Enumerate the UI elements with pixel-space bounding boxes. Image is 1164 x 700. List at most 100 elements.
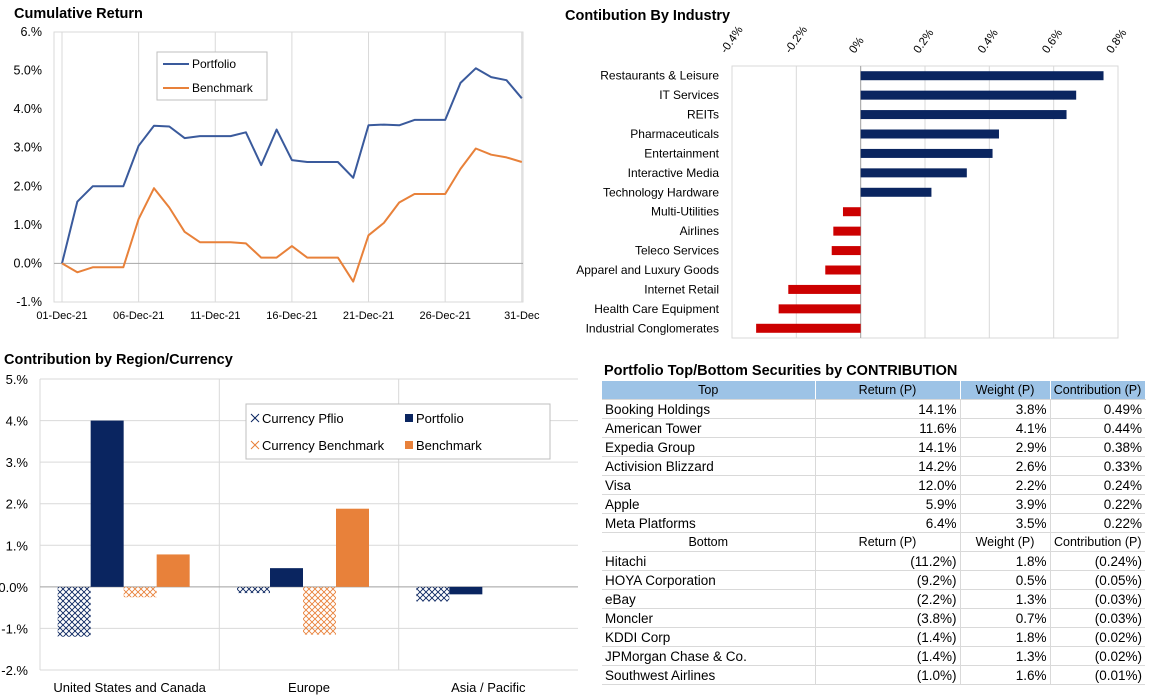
x-tick-label: -0.2% [783, 24, 810, 55]
return-cell: (3.8%) [815, 608, 961, 628]
security-name: Moncler [602, 608, 816, 628]
category-label: Entertainment [644, 146, 719, 160]
table-row: Apple 5.9% 3.9% 0.22% [602, 494, 1145, 514]
series-line-portfolio [61, 67, 523, 264]
bar-portfolio [270, 568, 303, 587]
table-row: Hitachi (11.2%) 1.8% (0.24%) [602, 551, 1145, 571]
series-line-benchmark [61, 147, 523, 283]
category-label: Interactive Media [628, 166, 720, 180]
table-row: HOYA Corporation (9.2%) 0.5% (0.05%) [602, 570, 1145, 590]
return-cell: 14.1% [815, 399, 961, 419]
category-label: Pharmaceuticals [630, 127, 719, 141]
return-cell: (2.2%) [815, 589, 961, 609]
bar-portfolio [90, 420, 124, 587]
bar-benchmark [336, 508, 369, 587]
y-tick-label: -2.% [1, 663, 28, 678]
legend-label: Benchmark [416, 438, 482, 453]
weight-cell: 0.5% [960, 570, 1051, 590]
bar-portfolio [449, 586, 483, 595]
security-name: Apple [602, 494, 816, 514]
bar [860, 187, 932, 197]
bar [778, 304, 861, 314]
legend-label: Currency Benchmark [262, 438, 385, 453]
contribution-cell: 0.44% [1050, 418, 1145, 438]
bar [860, 129, 999, 139]
return-cell: (1.4%) [815, 627, 961, 647]
category-label: Internet Retail [644, 282, 719, 296]
y-tick-label: 2.0% [14, 179, 43, 193]
category-label: Airlines [680, 224, 719, 238]
legend-label: Benchmark [192, 81, 254, 95]
table-row: American Tower 11.6% 4.1% 0.44% [602, 418, 1145, 438]
weight-cell: 2.6% [960, 456, 1051, 476]
x-tick-label: 26-Dec-21 [419, 310, 470, 322]
bar [860, 168, 967, 178]
y-tick-label: 0.0% [14, 256, 43, 270]
contribution-cell: (0.02%) [1050, 646, 1145, 666]
security-name: JPMorgan Chase & Co. [602, 646, 816, 666]
legend-label: Portfolio [192, 57, 236, 71]
x-tick-label: 01-Dec-21 [36, 310, 87, 322]
bar [833, 226, 861, 236]
table-row: eBay (2.2%) 1.3% (0.03%) [602, 589, 1145, 609]
x-tick-label: -0.4% [719, 24, 746, 55]
category-label: REITs [687, 108, 719, 122]
return-cell: 14.2% [815, 456, 961, 476]
bar [860, 110, 1067, 120]
category-label: Apparel and Luxury Goods [576, 263, 719, 277]
x-tick-label: 0.4% [976, 27, 1001, 55]
weight-cell: 1.8% [960, 551, 1051, 571]
category-label: Technology Hardware [603, 185, 719, 199]
return-cell: 14.1% [815, 437, 961, 457]
security-name: Southwest Airlines [602, 665, 816, 685]
weight-cell: 1.3% [960, 589, 1051, 609]
return-cell: 5.9% [815, 494, 961, 514]
x-tick-label: 0.6% [1040, 27, 1065, 55]
header-weight: Weight (P) [960, 381, 1051, 400]
bar-currency-pflio [57, 586, 91, 637]
security-name: Visa [602, 475, 816, 495]
bar [825, 265, 861, 275]
legend-box [156, 51, 268, 101]
security-name: Booking Holdings [602, 399, 816, 419]
return-cell: 11.6% [815, 418, 961, 438]
header-return: Return (P) [815, 381, 961, 400]
contribution-cell: (0.02%) [1050, 627, 1145, 647]
y-tick-label: -1.% [1, 621, 28, 636]
y-tick-label: -1.% [16, 295, 42, 309]
category-label: Teleco Services [635, 244, 719, 258]
contribution-cell: (0.03%) [1050, 589, 1145, 609]
contribution-cell: (0.24%) [1050, 551, 1145, 571]
security-name: KDDI Corp [602, 627, 816, 647]
bar [860, 148, 993, 158]
table-row: Expedia Group 14.1% 2.9% 0.38% [602, 437, 1145, 457]
line-chart: 01-Dec-21 06-Dec-21 11-Dec-21 16-Dec-21 21-D… [14, 25, 541, 322]
y-tick-label: 4.% [6, 414, 29, 429]
bar [842, 207, 861, 217]
weight-cell: 2.9% [960, 437, 1051, 457]
weight-cell: 3.8% [960, 399, 1051, 419]
security-name: Hitachi [602, 551, 816, 571]
contribution-cell: (0.05%) [1050, 570, 1145, 590]
region-chart: -2.% -1.% 0.0% 1.% 2.% 3.% 4.% 5.% United States… [0, 372, 578, 695]
contribution-cell: 0.38% [1050, 437, 1145, 457]
table-body: Booking Holdings 14.1% 3.8% 0.49% American T… [602, 399, 1145, 685]
table-row: KDDI Corp (1.4%) 1.8% (0.02%) [602, 627, 1145, 647]
contribution-table: Top Return (P) Weight (P) Contribution (… [602, 381, 1146, 685]
table-row: Activision Blizzard 14.2% 2.6% 0.33% [602, 456, 1145, 476]
return-cell: (1.4%) [815, 646, 961, 666]
contribution-cell: 0.22% [1050, 494, 1145, 514]
table-row: JPMorgan Chase & Co. (1.4%) 1.3% (0.02%) [602, 646, 1145, 666]
bar-currency-benchmark [303, 586, 336, 635]
y-tick-label: 5.0% [14, 64, 43, 78]
security-name: Bottom [602, 532, 816, 552]
header-top: Top [602, 381, 816, 400]
return-cell: (11.2%) [815, 551, 961, 571]
table-header-bottom: Bottom Return (P) Weight (P) Contribution (… [602, 532, 1145, 552]
y-tick-label: 2.% [6, 497, 29, 512]
return-cell: (1.0%) [815, 665, 961, 685]
return-cell: (9.2%) [815, 570, 961, 590]
x-tick-label: 06-Dec-21 [113, 310, 164, 322]
table-row: Booking Holdings 14.1% 3.8% 0.49% [602, 399, 1145, 419]
bar [831, 246, 861, 256]
